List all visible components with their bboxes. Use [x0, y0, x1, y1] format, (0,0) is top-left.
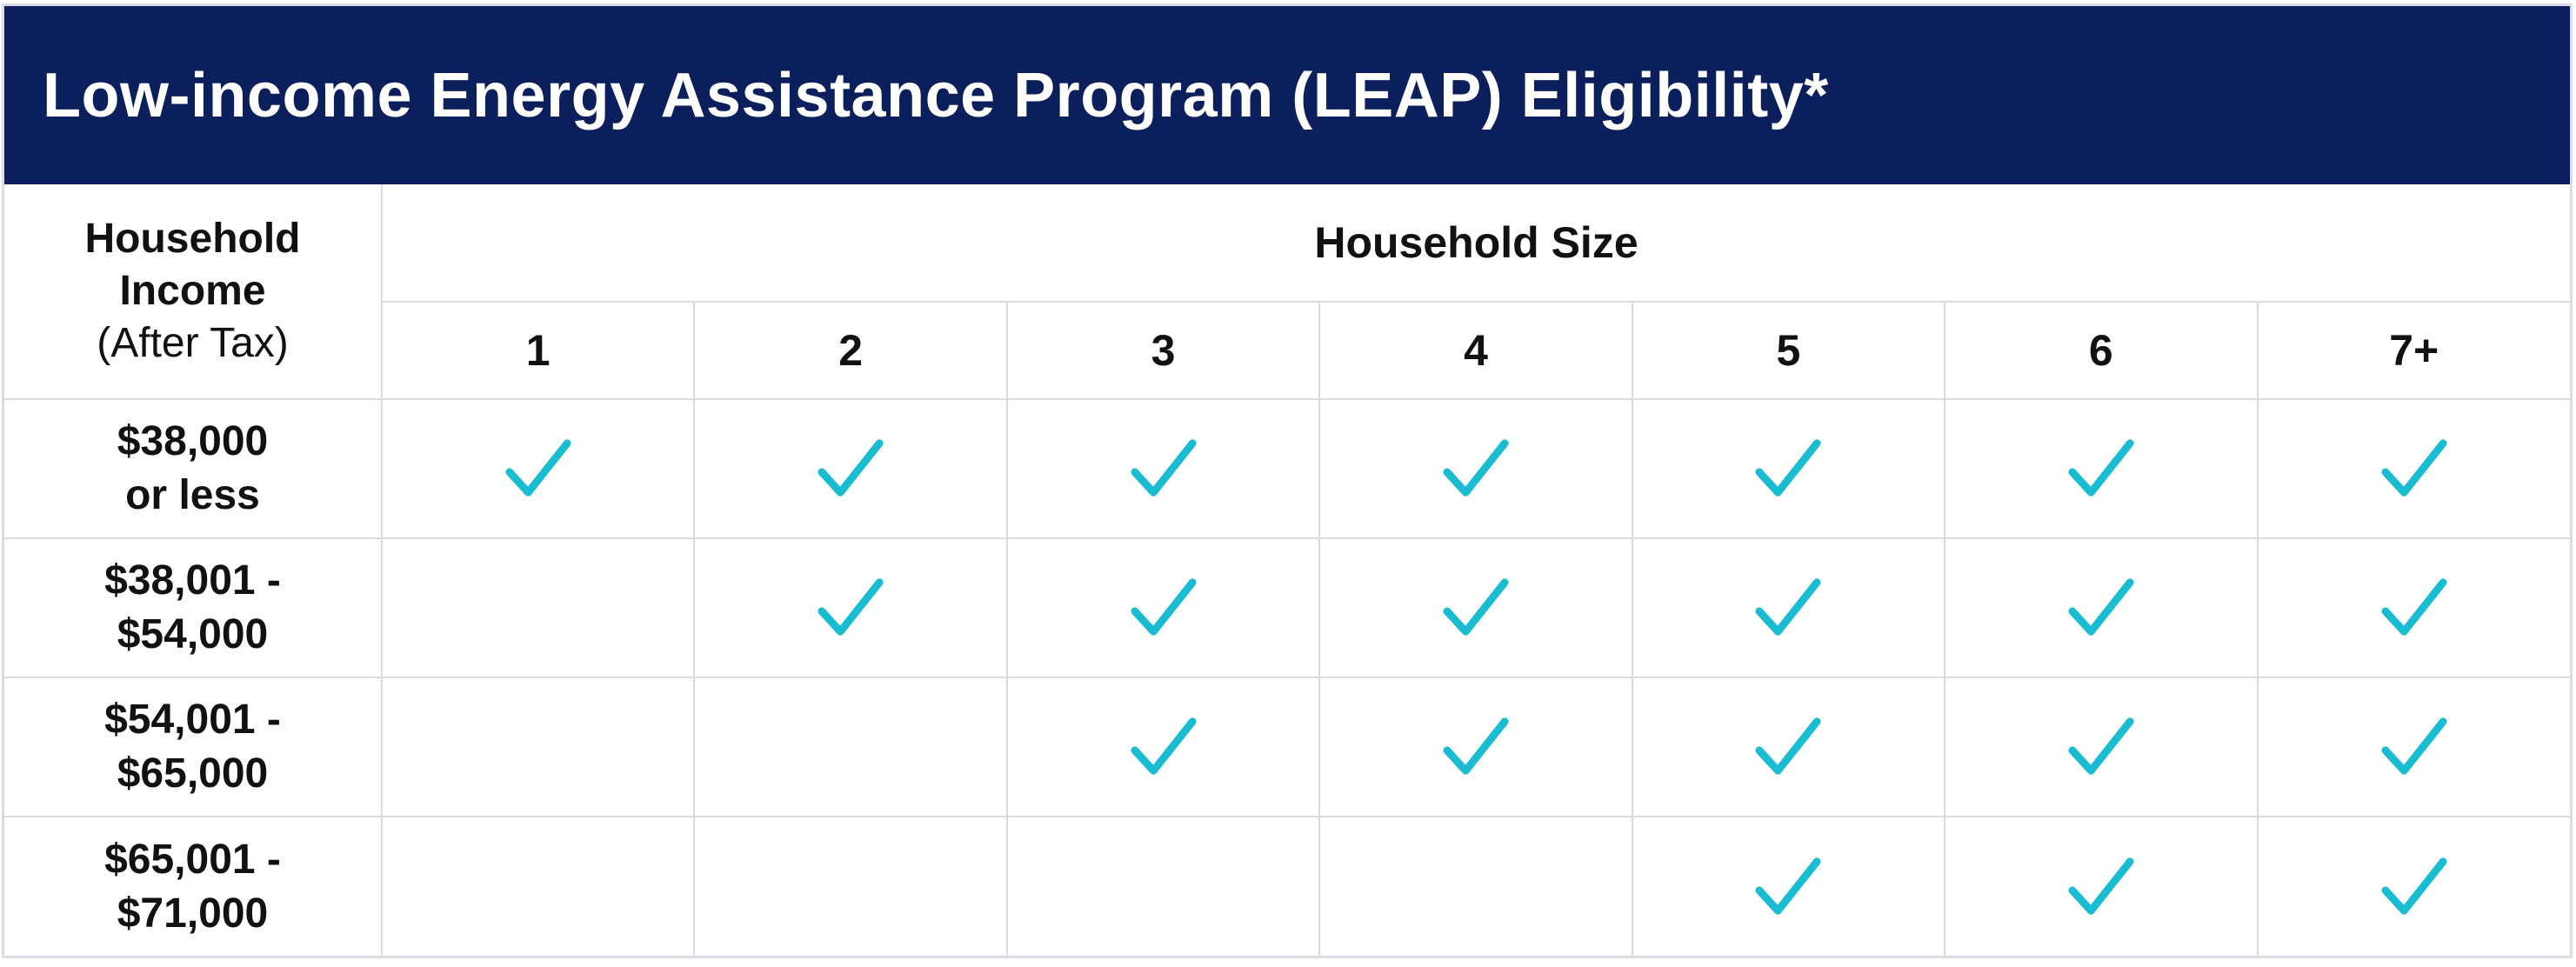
eligibility-cell: [1944, 399, 2259, 539]
income-range-line2: $71,000: [117, 890, 269, 937]
checkmark-icon: [505, 439, 571, 497]
income-range-cell: $54,001 - $65,000: [4, 677, 383, 817]
eligibility-cell: [1318, 399, 1633, 539]
income-header-line2: Income: [119, 268, 266, 314]
eligibility-cell: [693, 816, 1008, 956]
income-range-line1: $38,000: [117, 418, 269, 464]
income-range-line1: $54,001 -: [104, 697, 281, 743]
size-column-header: 4: [1318, 301, 1633, 400]
income-range-cell: $38,001 - $54,000: [4, 537, 383, 678]
table-row: $38,000 or less: [4, 399, 2570, 539]
checkmark-icon: [1755, 578, 1821, 636]
eligibility-cell: [1005, 537, 1321, 678]
checkmark-icon: [1443, 439, 1509, 497]
checkmark-icon: [818, 439, 884, 497]
income-range-cell: $38,000 or less: [4, 399, 383, 539]
eligibility-cell: [1944, 816, 2259, 956]
eligibility-cell: [1631, 537, 1946, 678]
size-column-header: 5: [1631, 301, 1946, 400]
table-row: $54,001 - $65,000: [4, 677, 2570, 817]
size-column-header: 2: [693, 301, 1008, 400]
size-column-header: 1: [382, 301, 696, 400]
eligibility-cell: [1005, 677, 1321, 817]
eligibility-cell: [1318, 537, 1633, 678]
checkmark-icon: [2068, 578, 2134, 636]
page-title: Low-income Energy Assistance Program (LE…: [43, 60, 1829, 130]
eligibility-cell: [380, 537, 696, 678]
checkmark-icon: [1443, 717, 1509, 775]
eligibility-cell: [2256, 677, 2570, 817]
income-range-line2: or less: [125, 472, 260, 518]
size-column-header: 7+: [2256, 301, 2570, 400]
checkmark-icon: [2068, 439, 2134, 497]
eligibility-cell: [1631, 399, 1946, 539]
checkmark-icon: [1755, 857, 1821, 915]
eligibility-cell: [1944, 537, 2259, 678]
eligibility-cell: [380, 399, 696, 539]
eligibility-cell: [1318, 677, 1633, 817]
eligibility-cell: [1631, 677, 1946, 817]
income-range-line2: $65,000: [117, 750, 269, 797]
eligibility-cell: [1005, 399, 1321, 539]
size-column-header: 3: [1005, 301, 1321, 400]
size-header-row: 1 2 3 4 5 6 7+: [4, 301, 2570, 400]
eligibility-cell: [380, 816, 696, 956]
checkmark-icon: [1131, 717, 1197, 775]
eligibility-cell: [693, 677, 1008, 817]
income-range-line2: $54,000: [117, 611, 269, 657]
checkmark-icon: [2068, 857, 2134, 915]
size-column-header: 6: [1944, 301, 2259, 400]
checkmark-icon: [2381, 578, 2447, 636]
household-size-header: Household Size: [381, 184, 2570, 303]
eligibility-cell: [693, 537, 1008, 678]
table-body: $38,000 or less $38,001 - $54,000 $54,001 - $…: [4, 399, 2570, 956]
checkmark-icon: [2381, 857, 2447, 915]
checkmark-icon: [818, 578, 884, 636]
checkmark-icon: [2381, 717, 2447, 775]
checkmark-icon: [2381, 439, 2447, 497]
income-range-cell: $65,001 - $71,000: [4, 816, 383, 956]
income-range-line1: $38,001 -: [104, 557, 281, 604]
checkmark-icon: [1755, 717, 1821, 775]
eligibility-cell: [1005, 816, 1321, 956]
eligibility-cell: [693, 399, 1008, 539]
table-row: $38,001 - $54,000: [4, 537, 2570, 678]
eligibility-cell: [2256, 399, 2570, 539]
eligibility-cell: [2256, 537, 2570, 678]
checkmark-icon: [1755, 439, 1821, 497]
income-header-line1: Household: [84, 216, 301, 262]
eligibility-cell: [380, 677, 696, 817]
income-range-line1: $65,001 -: [104, 836, 281, 883]
eligibility-cell: [1631, 816, 1946, 956]
checkmark-icon: [1443, 578, 1509, 636]
eligibility-cell: [1944, 677, 2259, 817]
checkmark-icon: [1131, 439, 1197, 497]
table-row: $65,001 - $71,000: [4, 816, 2570, 956]
income-column-header: Household Income (After Tax): [4, 184, 383, 400]
eligibility-cell: [2256, 816, 2570, 956]
checkmark-icon: [1131, 578, 1197, 636]
eligibility-card: Low-income Energy Assistance Program (LE…: [2, 3, 2573, 958]
title-bar: Low-income Energy Assistance Program (LE…: [4, 6, 2570, 184]
checkmark-icon: [2068, 717, 2134, 775]
eligibility-table: Household Income (After Tax) Household S…: [4, 184, 2570, 956]
eligibility-cell: [1318, 816, 1633, 956]
income-header-line3: (After Tax): [97, 320, 289, 366]
